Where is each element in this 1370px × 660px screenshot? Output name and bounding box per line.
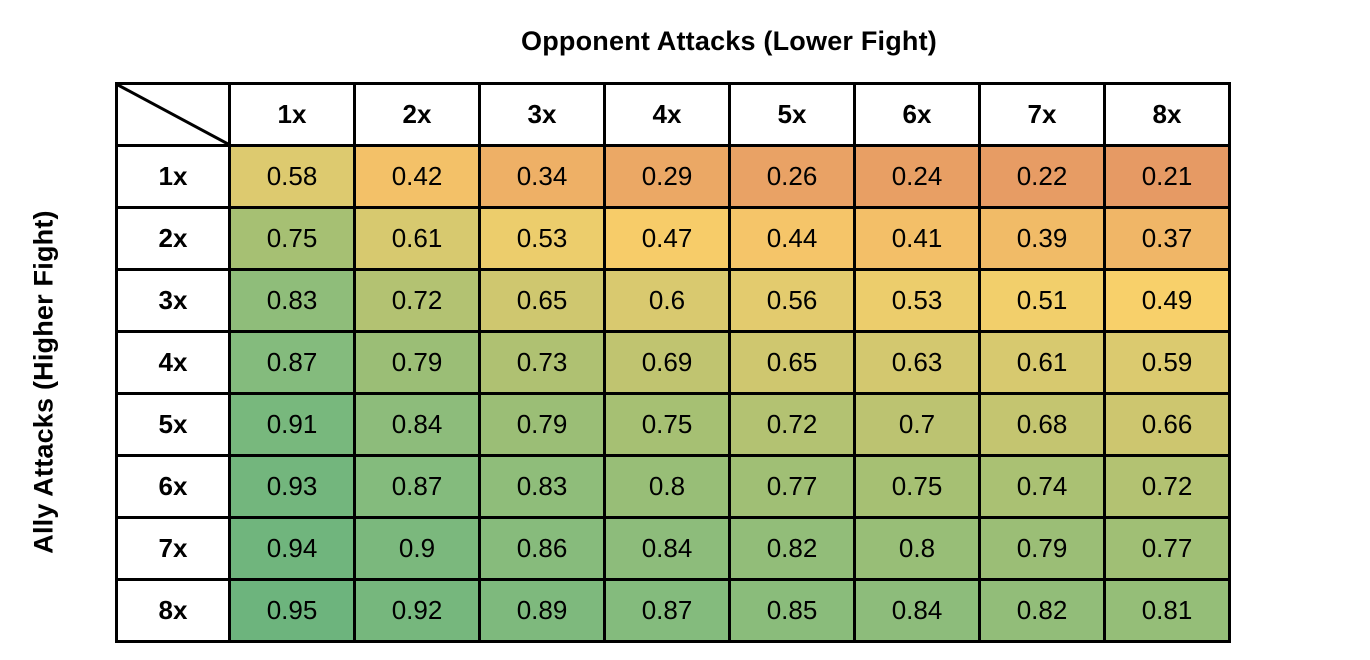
heatmap-cell-r3x-c2x: 0.72 (353, 268, 481, 333)
heatmap-cell-r2x-c8x: 0.37 (1103, 206, 1231, 271)
heatmap-cell-r1x-c5x: 0.26 (728, 144, 856, 209)
heatmap-cell-r3x-c8x: 0.49 (1103, 268, 1231, 333)
heatmap-cell-r3x-c4x: 0.6 (603, 268, 731, 333)
heatmap-cell-r7x-c2x: 0.9 (353, 516, 481, 581)
heatmap-cell-r4x-c8x: 0.59 (1103, 330, 1231, 395)
heatmap-table: 1x 2x 3x 4x 5x 6x 7x 8x 1x 0.58 0.42 0.34 0.29 0.26 0… (115, 82, 1231, 643)
header-row: 1x 2x 3x 4x 5x 6x 7x 8x (115, 82, 1231, 147)
heatmap-cell-r7x-c7x: 0.79 (978, 516, 1106, 581)
heatmap-cell-r2x-c4x: 0.47 (603, 206, 731, 271)
heatmap-body: 1x 0.58 0.42 0.34 0.29 0.26 0.24 0.22 0.21 2x 0.75… (115, 144, 1231, 643)
col-header-5x: 5x (728, 82, 856, 147)
heatmap-cell-r5x-c1x: 0.91 (228, 392, 356, 457)
row-header-7x: 7x (115, 516, 231, 581)
heatmap-cell-r7x-c1x: 0.94 (228, 516, 356, 581)
heatmap-cell-r5x-c3x: 0.79 (478, 392, 606, 457)
heatmap-cell-r2x-c5x: 0.44 (728, 206, 856, 271)
row-header-5x: 5x (115, 392, 231, 457)
row-header-1x: 1x (115, 144, 231, 209)
heatmap-row-2x: 2x 0.75 0.61 0.53 0.47 0.44 0.41 0.39 0.37 (115, 206, 1231, 271)
heatmap-cell-r2x-c7x: 0.39 (978, 206, 1106, 271)
heatmap-cell-r4x-c1x: 0.87 (228, 330, 356, 395)
heatmap-cell-r6x-c3x: 0.83 (478, 454, 606, 519)
row-header-2x: 2x (115, 206, 231, 271)
heatmap-row-3x: 3x 0.83 0.72 0.65 0.6 0.56 0.53 0.51 0.49 (115, 268, 1231, 333)
heatmap-cell-r6x-c1x: 0.93 (228, 454, 356, 519)
heatmap-cell-r4x-c6x: 0.63 (853, 330, 981, 395)
heatmap-cell-r8x-c8x: 0.81 (1103, 578, 1231, 643)
heatmap-cell-r6x-c2x: 0.87 (353, 454, 481, 519)
heatmap-cell-r3x-c3x: 0.65 (478, 268, 606, 333)
heatmap-cell-r4x-c3x: 0.73 (478, 330, 606, 395)
heatmap-cell-r1x-c4x: 0.29 (603, 144, 731, 209)
heatmap-cell-r6x-c6x: 0.75 (853, 454, 981, 519)
heatmap-cell-r1x-c2x: 0.42 (353, 144, 481, 209)
heatmap-cell-r8x-c7x: 0.82 (978, 578, 1106, 643)
heatmap-row-6x: 6x 0.93 0.87 0.83 0.8 0.77 0.75 0.74 0.72 (115, 454, 1231, 519)
heatmap-cell-r5x-c4x: 0.75 (603, 392, 731, 457)
heatmap-cell-r1x-c1x: 0.58 (228, 144, 356, 209)
heatmap-cell-r8x-c6x: 0.84 (853, 578, 981, 643)
col-header-7x: 7x (978, 82, 1106, 147)
heatmap-cell-r3x-c1x: 0.83 (228, 268, 356, 333)
col-header-8x: 8x (1103, 82, 1231, 147)
heatmap-cell-r6x-c5x: 0.77 (728, 454, 856, 519)
heatmap-cell-r1x-c8x: 0.21 (1103, 144, 1231, 209)
heatmap-cell-r7x-c4x: 0.84 (603, 516, 731, 581)
corner-cell (115, 82, 231, 147)
y-axis-title: Ally Attacks (Higher Fight) (28, 210, 59, 554)
heatmap-cell-r6x-c4x: 0.8 (603, 454, 731, 519)
col-header-3x: 3x (478, 82, 606, 147)
heatmap-cell-r4x-c4x: 0.69 (603, 330, 731, 395)
heatmap-cell-r7x-c5x: 0.82 (728, 516, 856, 581)
heatmap-cell-r1x-c7x: 0.22 (978, 144, 1106, 209)
row-header-4x: 4x (115, 330, 231, 395)
heatmap-cell-r3x-c5x: 0.56 (728, 268, 856, 333)
col-header-1x: 1x (228, 82, 356, 147)
heatmap-cell-r1x-c3x: 0.34 (478, 144, 606, 209)
heatmap-row-8x: 8x 0.95 0.92 0.89 0.87 0.85 0.84 0.82 0.81 (115, 578, 1231, 643)
heatmap-cell-r5x-c7x: 0.68 (978, 392, 1106, 457)
heatmap-cell-r6x-c8x: 0.72 (1103, 454, 1231, 519)
heatmap-cell-r1x-c6x: 0.24 (853, 144, 981, 209)
heatmap-cell-r2x-c1x: 0.75 (228, 206, 356, 271)
heatmap-cell-r3x-c7x: 0.51 (978, 268, 1106, 333)
heatmap-cell-r5x-c8x: 0.66 (1103, 392, 1231, 457)
heatmap-cell-r8x-c2x: 0.92 (353, 578, 481, 643)
heatmap-cell-r6x-c7x: 0.74 (978, 454, 1106, 519)
heatmap-cell-r7x-c6x: 0.8 (853, 516, 981, 581)
heatmap-cell-r5x-c5x: 0.72 (728, 392, 856, 457)
heatmap-cell-r3x-c6x: 0.53 (853, 268, 981, 333)
corner-diagonal-icon (118, 85, 228, 144)
row-header-3x: 3x (115, 268, 231, 333)
heatmap-cell-r7x-c8x: 0.77 (1103, 516, 1231, 581)
heatmap-row-7x: 7x 0.94 0.9 0.86 0.84 0.82 0.8 0.79 0.77 (115, 516, 1231, 581)
heatmap-cell-r8x-c5x: 0.85 (728, 578, 856, 643)
heatmap-cell-r8x-c3x: 0.89 (478, 578, 606, 643)
heatmap-cell-r8x-c4x: 0.87 (603, 578, 731, 643)
x-axis-title: Opponent Attacks (Lower Fight) (521, 26, 937, 56)
heatmap-cell-r7x-c3x: 0.86 (478, 516, 606, 581)
heatmap-cell-r5x-c6x: 0.7 (853, 392, 981, 457)
row-header-6x: 6x (115, 454, 231, 519)
heatmap-row-5x: 5x 0.91 0.84 0.79 0.75 0.72 0.7 0.68 0.66 (115, 392, 1231, 457)
heatmap-header: 1x 2x 3x 4x 5x 6x 7x 8x (115, 82, 1231, 147)
heatmap-cell-r5x-c2x: 0.84 (353, 392, 481, 457)
row-header-8x: 8x (115, 578, 231, 643)
col-header-2x: 2x (353, 82, 481, 147)
heatmap-cell-r2x-c2x: 0.61 (353, 206, 481, 271)
heatmap-cell-r4x-c5x: 0.65 (728, 330, 856, 395)
heatmap-cell-r4x-c2x: 0.79 (353, 330, 481, 395)
heatmap-cell-r4x-c7x: 0.61 (978, 330, 1106, 395)
heatmap-cell-r2x-c6x: 0.41 (853, 206, 981, 271)
col-header-6x: 6x (853, 82, 981, 147)
heatmap-cell-r2x-c3x: 0.53 (478, 206, 606, 271)
heatmap-row-4x: 4x 0.87 0.79 0.73 0.69 0.65 0.63 0.61 0.59 (115, 330, 1231, 395)
heatmap-cell-r8x-c1x: 0.95 (228, 578, 356, 643)
heatmap-row-1x: 1x 0.58 0.42 0.34 0.29 0.26 0.24 0.22 0.21 (115, 144, 1231, 209)
col-header-4x: 4x (603, 82, 731, 147)
